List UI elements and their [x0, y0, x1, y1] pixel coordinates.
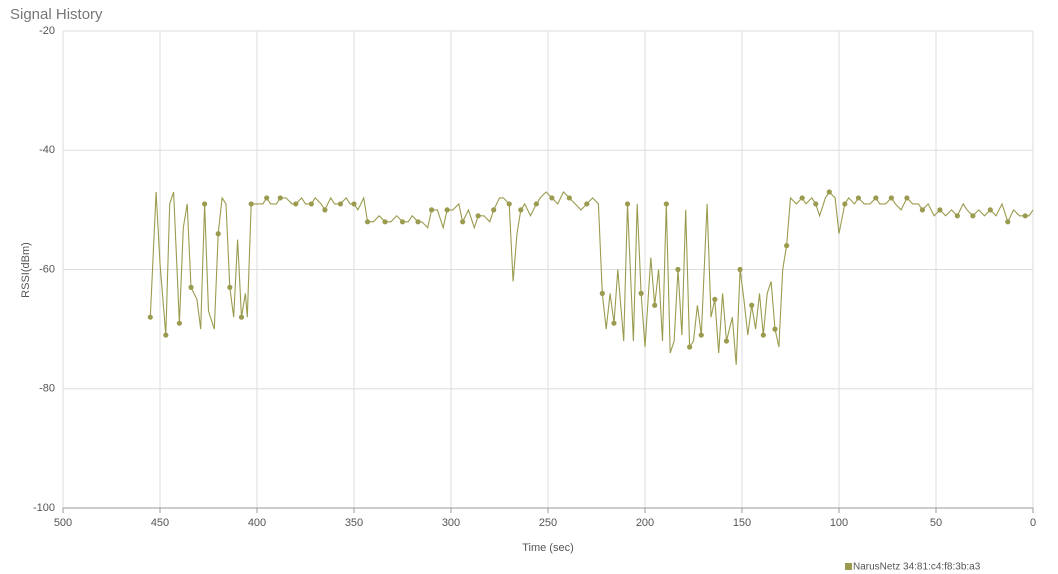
point	[215, 231, 221, 237]
point	[873, 195, 879, 201]
point	[749, 302, 755, 308]
y-axis-label: RSSI(dBm)	[20, 242, 32, 298]
point	[227, 284, 233, 290]
point	[308, 201, 314, 207]
point	[675, 266, 681, 273]
point	[813, 201, 819, 207]
point	[855, 195, 862, 201]
point	[611, 320, 617, 326]
x-tick-label: 50	[930, 517, 942, 529]
x-tick-label: 200	[636, 517, 654, 529]
point	[147, 314, 153, 320]
point	[904, 195, 910, 201]
point	[163, 332, 169, 338]
point	[176, 320, 182, 326]
point	[277, 195, 283, 201]
point	[322, 207, 328, 213]
chart-title: Signal History	[10, 6, 103, 23]
x-tick-label: 400	[248, 517, 266, 529]
point	[202, 201, 208, 207]
point	[566, 195, 572, 201]
point	[293, 201, 299, 207]
point	[460, 219, 466, 225]
point	[506, 201, 512, 207]
point	[491, 207, 497, 213]
point	[698, 332, 704, 338]
legend-swatch	[845, 563, 852, 570]
x-tick-label: 0	[1030, 517, 1036, 529]
point	[937, 207, 943, 213]
point	[624, 201, 631, 207]
point	[652, 302, 658, 308]
point	[415, 219, 421, 225]
point	[826, 189, 832, 195]
point	[842, 201, 848, 207]
x-tick-label: 100	[830, 517, 848, 529]
point	[584, 201, 590, 207]
point	[760, 332, 766, 338]
point	[888, 195, 894, 201]
y-tick-label: -40	[39, 144, 55, 156]
x-tick-label: 150	[733, 517, 751, 529]
point	[533, 201, 539, 207]
x-tick-label: 350	[345, 517, 363, 529]
point	[987, 207, 993, 213]
point	[687, 344, 693, 350]
point	[599, 290, 605, 296]
point	[399, 219, 406, 225]
point	[723, 338, 730, 344]
point	[919, 207, 926, 213]
point	[518, 207, 524, 213]
y-tick-label: -100	[33, 502, 55, 514]
point	[712, 296, 718, 302]
point	[784, 243, 790, 249]
x-tick-label: 450	[151, 517, 169, 529]
point	[429, 207, 435, 213]
point	[1022, 213, 1028, 219]
point	[1005, 219, 1011, 225]
point	[970, 213, 976, 219]
point	[799, 195, 805, 201]
legend-label: NarusNetz 34:81:c4:f8:3b:a3	[853, 562, 981, 573]
point	[364, 219, 371, 225]
point	[382, 219, 388, 225]
series-line	[149, 191, 1034, 365]
point	[337, 201, 344, 207]
y-tick-label: -60	[39, 263, 55, 275]
point	[772, 326, 778, 332]
x-tick-label: 250	[539, 517, 557, 529]
point	[351, 201, 357, 207]
point	[444, 207, 450, 213]
point	[549, 195, 555, 201]
x-tick-label: 300	[442, 517, 460, 529]
point	[264, 195, 270, 201]
y-tick-label: -80	[39, 383, 55, 395]
x-axis-label: Time (sec)	[522, 542, 574, 554]
point	[248, 201, 254, 207]
point	[638, 290, 644, 296]
point	[663, 201, 669, 207]
point	[188, 284, 194, 290]
y-tick-label: -20	[39, 25, 55, 37]
x-tick-label: 500	[54, 517, 72, 529]
point	[954, 213, 960, 219]
point	[238, 314, 245, 320]
point	[475, 213, 481, 219]
point	[737, 266, 743, 273]
